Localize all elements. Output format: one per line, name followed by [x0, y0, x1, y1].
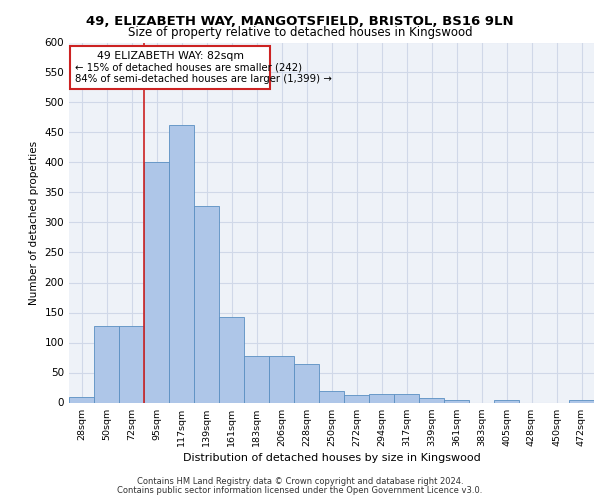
Bar	[169, 124, 194, 402]
Bar	[344, 396, 369, 402]
Bar	[244, 356, 269, 403]
Bar	[144, 162, 169, 402]
Bar	[569, 400, 594, 402]
Bar	[69, 396, 94, 402]
Bar	[94, 326, 119, 402]
Bar	[394, 394, 419, 402]
Bar	[194, 206, 219, 402]
Y-axis label: Number of detached properties: Number of detached properties	[29, 140, 39, 304]
Bar	[369, 394, 394, 402]
Bar	[444, 400, 469, 402]
FancyBboxPatch shape	[70, 46, 270, 90]
Bar	[294, 364, 319, 403]
Text: Contains HM Land Registry data © Crown copyright and database right 2024.: Contains HM Land Registry data © Crown c…	[137, 477, 463, 486]
Bar	[494, 400, 519, 402]
Bar	[119, 326, 144, 402]
Bar	[269, 356, 294, 403]
Text: ← 15% of detached houses are smaller (242): ← 15% of detached houses are smaller (24…	[75, 63, 302, 73]
Bar	[419, 398, 444, 402]
Text: Size of property relative to detached houses in Kingswood: Size of property relative to detached ho…	[128, 26, 472, 39]
Text: 84% of semi-detached houses are larger (1,399) →: 84% of semi-detached houses are larger (…	[75, 74, 332, 84]
Text: 49, ELIZABETH WAY, MANGOTSFIELD, BRISTOL, BS16 9LN: 49, ELIZABETH WAY, MANGOTSFIELD, BRISTOL…	[86, 15, 514, 28]
Bar	[319, 390, 344, 402]
X-axis label: Distribution of detached houses by size in Kingswood: Distribution of detached houses by size …	[182, 453, 481, 463]
Text: 49 ELIZABETH WAY: 82sqm: 49 ELIZABETH WAY: 82sqm	[97, 51, 244, 61]
Text: Contains public sector information licensed under the Open Government Licence v3: Contains public sector information licen…	[118, 486, 482, 495]
Bar	[219, 316, 244, 402]
